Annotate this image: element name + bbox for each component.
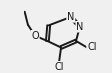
Text: Cl: Cl	[86, 42, 96, 52]
Text: N: N	[67, 12, 74, 22]
Text: O: O	[31, 31, 39, 41]
Text: Cl: Cl	[54, 62, 63, 72]
Text: N: N	[75, 22, 83, 32]
